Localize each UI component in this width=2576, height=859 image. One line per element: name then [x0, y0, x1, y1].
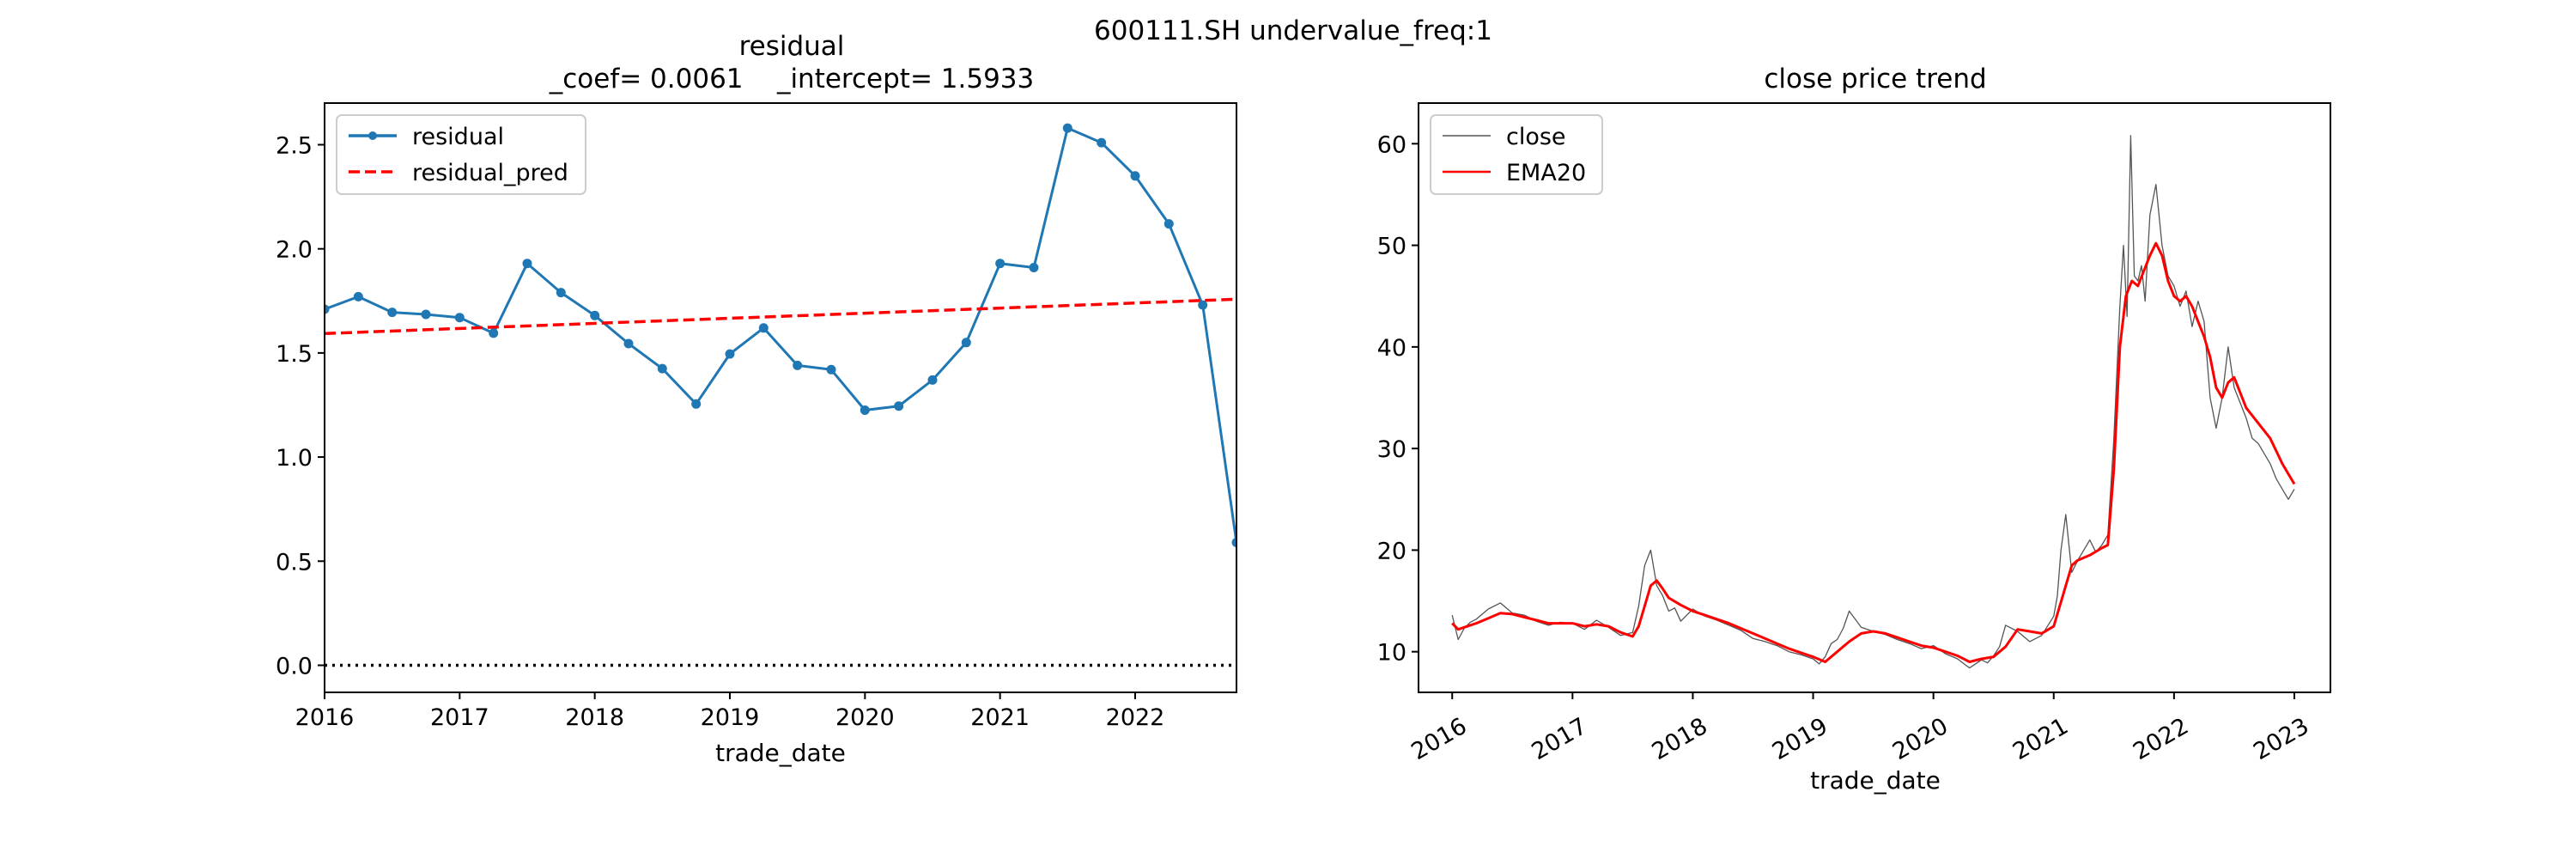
y-tick-label: 0.5 [276, 549, 313, 576]
x-tick-label: 2020 [835, 704, 895, 731]
ema20-legend-label: EMA20 [1506, 160, 1586, 186]
residual-point [927, 375, 938, 385]
ema20-line [1451, 241, 2296, 663]
residual-line [325, 126, 1236, 543]
x-tick-label: 2018 [1648, 713, 1712, 765]
price-chart-title: close price trend [1764, 64, 1986, 94]
residual-point [860, 405, 870, 415]
residual-point [454, 313, 465, 323]
x-tick-label: 2018 [565, 704, 624, 731]
close-legend-label: close [1506, 124, 1566, 150]
price-chart: close price trend 2016 2017 2018 2019 2020 20… [1377, 64, 2331, 795]
residual-point [1198, 300, 1208, 310]
residual-legend: residual residual_pred [336, 114, 586, 195]
residual-point [590, 310, 600, 320]
residual-point [421, 309, 431, 320]
y-tick-label: 60 [1377, 131, 1406, 158]
residual-point [1130, 171, 1140, 181]
y-tick-label: 30 [1377, 436, 1406, 463]
x-tick-label: 2017 [1528, 713, 1592, 765]
x-tick-label: 2017 [430, 704, 489, 731]
residual-plot-frame [324, 102, 1237, 693]
residual-point [522, 259, 532, 269]
x-tick-label: 2021 [2008, 713, 2073, 765]
residual-point [758, 323, 769, 333]
residual-pred-line [325, 297, 1236, 336]
residual-point [961, 338, 971, 348]
y-tick-label: 50 [1377, 234, 1406, 260]
y-tick-label: 2.0 [276, 237, 313, 264]
x-tick-label: 2019 [1768, 713, 1832, 765]
residual-point [725, 349, 735, 359]
residual-chart-subtitle: _coef= 0.0061 _intercept= 1.5933 [549, 64, 1035, 94]
residual-point [1097, 137, 1107, 148]
price-series-layer [1451, 135, 2296, 669]
y-tick-label: 20 [1377, 538, 1406, 564]
residual-point [489, 328, 499, 338]
residual-point [826, 364, 836, 375]
x-tick-label: 2020 [1888, 713, 1953, 765]
x-tick-label: 2021 [970, 704, 1030, 731]
residual-point [894, 401, 904, 411]
residual-point [793, 360, 803, 370]
residual-point [325, 304, 330, 314]
residual-legend-frame [336, 114, 586, 195]
residual-point [1163, 219, 1174, 229]
residual-legend-marker [368, 131, 377, 140]
x-tick-label: 2022 [2129, 713, 2193, 765]
y-tick-label: 40 [1377, 335, 1406, 362]
x-tick-label: 2016 [1407, 713, 1472, 765]
residual-pred-legend-label: residual_pred [412, 160, 568, 186]
y-tick-label: 10 [1377, 640, 1406, 667]
residual-y-ticks: 0.0 0.5 1.0 1.5 2.0 2.5 [276, 132, 325, 679]
residual-point [1029, 263, 1039, 272]
residual-point [353, 291, 363, 302]
residual-x-axis-label: trade_date [715, 739, 846, 767]
price-plot-frame [1418, 102, 2331, 693]
residual-series-layer [325, 123, 1236, 667]
x-tick-label: 2022 [1106, 704, 1165, 731]
price-plot-area [1451, 135, 2296, 669]
residual-point [387, 308, 398, 318]
residual-chart: residual _coef= 0.0061 _intercept= 1.593… [276, 31, 1237, 767]
price-y-ticks: 10 20 30 40 50 60 [1377, 131, 1419, 667]
residual-point [623, 338, 634, 349]
residual-plot-area [325, 123, 1236, 667]
residual-point [556, 288, 566, 298]
price-x-axis-label: trade_date [1810, 766, 1941, 795]
price-x-ticks: 2016 2017 2018 2019 2020 2021 2022 2023 [1407, 692, 2313, 765]
figure-suptitle: 600111.SH undervalue_freq:1 [1094, 15, 1492, 46]
y-tick-label: 0.0 [276, 653, 313, 679]
residual-point [657, 363, 667, 374]
price-legend-frame [1430, 114, 1603, 195]
residual-point [1062, 123, 1072, 133]
close-line [1451, 135, 2295, 669]
residual-point [691, 399, 702, 409]
residual-x-ticks: 2016 2017 2018 2019 2020 2021 2022 [295, 692, 1165, 731]
residual-chart-title: residual [739, 31, 845, 62]
y-tick-label: 1.0 [276, 445, 313, 472]
y-tick-label: 2.5 [276, 132, 313, 159]
residual-point [1231, 538, 1236, 547]
residual-point [995, 259, 1005, 269]
x-tick-label: 2016 [295, 704, 355, 731]
residual-legend-label: residual [412, 124, 504, 150]
x-tick-label: 2019 [701, 704, 760, 731]
price-legend: close EMA20 [1430, 114, 1603, 195]
x-tick-label: 2023 [2249, 713, 2313, 765]
y-tick-label: 1.5 [276, 341, 313, 368]
